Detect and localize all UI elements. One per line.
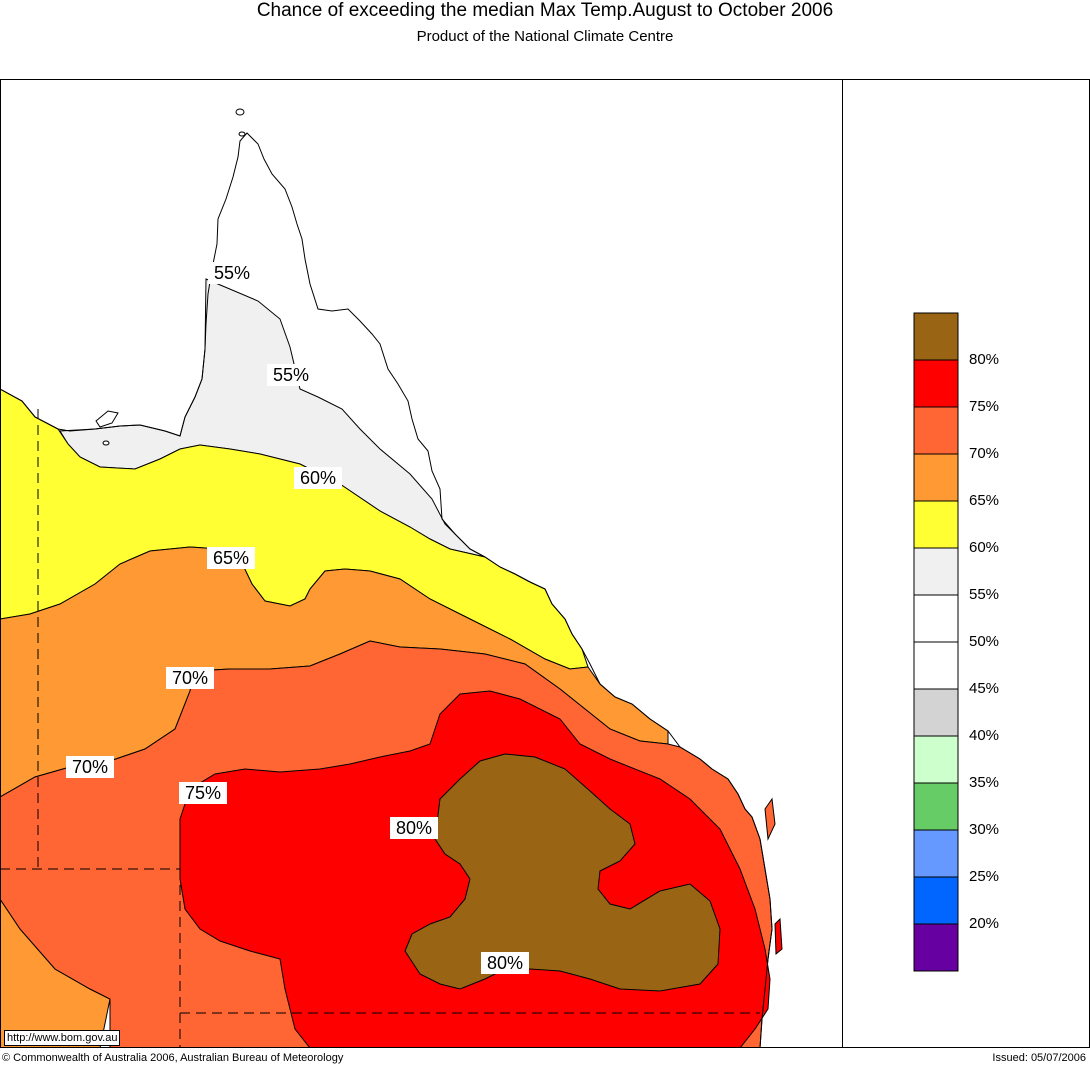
- contour-label-65: 65%: [207, 547, 255, 569]
- legend-label: 40%: [969, 727, 1000, 744]
- legend-label: 70%: [969, 445, 1000, 462]
- contour-label-80-north: 80%: [390, 817, 438, 839]
- zone-above-80: [404, 753, 721, 992]
- legend-swatch: [913, 782, 959, 831]
- legend-swatch: [913, 359, 959, 408]
- legend-label: 45%: [969, 680, 1000, 697]
- legend-swatch: [913, 923, 959, 972]
- contour-label-70-east: 70%: [166, 667, 214, 689]
- legend-swatches: [913, 312, 959, 972]
- islands: [95, 108, 783, 956]
- contour-label-55-north: 55%: [208, 262, 256, 284]
- coastline: [1, 132, 773, 1047]
- svg-text:60%: 60%: [300, 468, 336, 488]
- contour-label-60: 60%: [294, 467, 342, 489]
- legend-swatch: [913, 876, 959, 925]
- legend-swatch: [913, 406, 959, 455]
- legend-label: 25%: [969, 868, 1000, 885]
- legend-label: 75%: [969, 398, 1000, 415]
- contour-labels: 55% 55% 60% 65% 70% 70%: [66, 262, 529, 974]
- legend-swatch: [913, 688, 959, 737]
- legend-swatch: [913, 500, 959, 549]
- copyright-text: © Commonwealth of Australia 2006, Austra…: [2, 1052, 344, 1064]
- contour-label-80-south: 80%: [481, 952, 529, 974]
- svg-text:75%: 75%: [185, 783, 221, 803]
- legend-label: 80%: [969, 351, 1000, 368]
- map-panel: 55% 55% 60% 65% 70% 70%: [0, 79, 1090, 1048]
- forecast-map: 55% 55% 60% 65% 70% 70%: [1, 80, 842, 1047]
- svg-text:65%: 65%: [213, 548, 249, 568]
- contour-label-55-mid: 55%: [267, 364, 315, 386]
- legend-label: 55%: [969, 586, 1000, 603]
- legend-label: 60%: [969, 539, 1000, 556]
- state-borders: [1, 409, 760, 1047]
- svg-text:70%: 70%: [72, 757, 108, 777]
- svg-text:55%: 55%: [273, 365, 309, 385]
- map-title: Chance of exceeding the median Max Temp.…: [256, 0, 834, 21]
- legend-swatch: [913, 641, 959, 690]
- svg-text:80%: 80%: [396, 818, 432, 838]
- legend-swatch: [913, 312, 959, 361]
- legend-label: 50%: [969, 633, 1000, 650]
- contour-label-70-west: 70%: [66, 756, 114, 778]
- legend-swatch: [913, 547, 959, 596]
- legend-label: 20%: [969, 915, 1000, 932]
- svg-text:80%: 80%: [487, 953, 523, 973]
- legend-swatch: [913, 829, 959, 878]
- issued-date: Issued: 05/07/2006: [992, 1052, 1086, 1064]
- legend-label: 30%: [969, 821, 1000, 838]
- legend-swatch: [913, 594, 959, 643]
- map-subtitle: Product of the National Climate Centre: [416, 28, 674, 45]
- contour-label-75: 75%: [179, 782, 227, 804]
- source-url[interactable]: http://www.bom.gov.au: [4, 1030, 121, 1046]
- legend-swatch: [913, 735, 959, 784]
- legend-swatch: [913, 453, 959, 502]
- svg-text:55%: 55%: [214, 263, 250, 283]
- svg-text:70%: 70%: [172, 668, 208, 688]
- legend-label: 35%: [969, 774, 1000, 791]
- legend-label: 65%: [969, 492, 1000, 509]
